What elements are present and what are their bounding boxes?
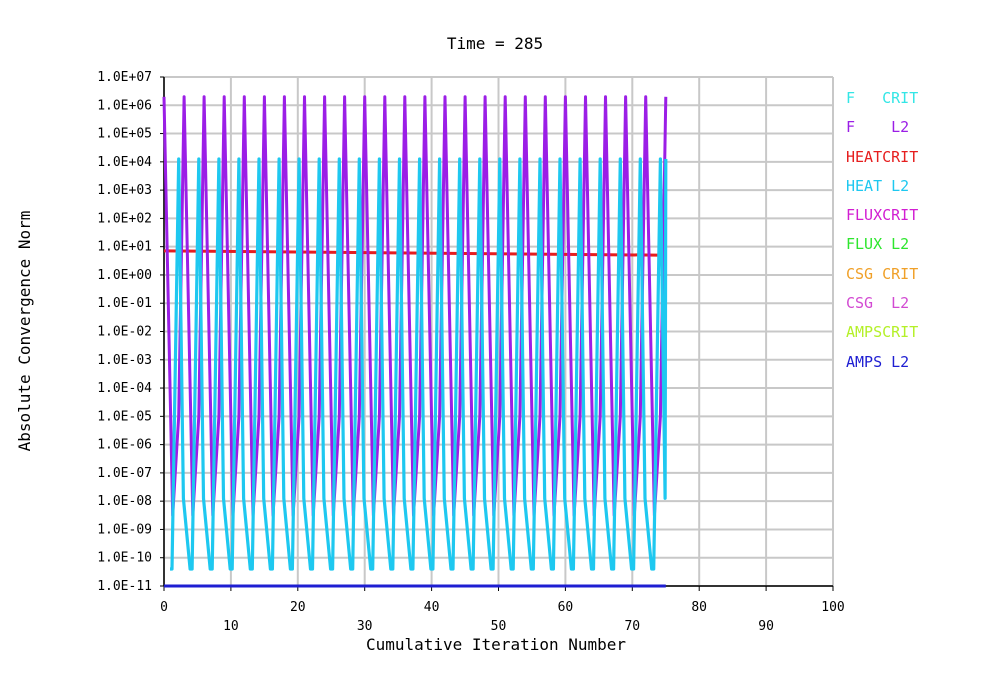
- y-tick-label: 1.0E-07: [97, 466, 152, 481]
- x-axis-label: Cumulative Iteration Number: [366, 635, 626, 654]
- legend-item-flux-l2: FLUX L2: [846, 235, 910, 254]
- x-tick-label: 30: [357, 619, 373, 634]
- y-tick-label: 1.0E+03: [97, 183, 152, 198]
- y-tick-label: 1.0E-01: [97, 296, 152, 311]
- y-tick-label: 1.0E+01: [97, 240, 152, 255]
- y-tick-label: 1.0E-04: [97, 381, 152, 396]
- y-tick-label: 1.0E-09: [97, 522, 152, 537]
- x-tick-label: 50: [491, 619, 507, 634]
- x-tick-label: 40: [424, 600, 440, 615]
- x-tick-label: 70: [624, 619, 640, 634]
- legend-item-csg-l2: CSG L2: [846, 294, 910, 313]
- series-line-heat-l2: [170, 157, 668, 571]
- x-tick-label: 80: [691, 600, 707, 615]
- y-tick-label: 1.0E+07: [97, 70, 152, 85]
- y-tick-label: 1.0E-06: [97, 438, 152, 453]
- legend: F CRIT F L2 HEATCRIT HEAT L2 FLUXCRIT FL…: [846, 88, 976, 381]
- x-tick-label: 100: [821, 600, 844, 615]
- legend-item-csg-crit: CSG CRIT: [846, 264, 919, 283]
- y-tick-label: 1.0E-02: [97, 325, 152, 340]
- y-tick-label: 1.0E-05: [97, 409, 152, 424]
- x-tick-label: 20: [290, 600, 306, 615]
- legend-item-ampscrit: AMPSCRIT: [846, 323, 919, 342]
- legend-item-heat-l2: HEAT L2: [846, 176, 910, 195]
- y-tick-label: 1.0E+05: [97, 127, 152, 142]
- y-axis-label: Absolute Convergence Norm: [15, 211, 34, 452]
- x-tick-label: 60: [558, 600, 574, 615]
- y-tick-label: 1.0E+00: [97, 268, 152, 283]
- x-tick-label: 0: [160, 600, 168, 615]
- y-tick-label: 1.0E-11: [97, 579, 152, 594]
- legend-item-fluxcrit: FLUXCRIT: [846, 206, 919, 225]
- legend-item-f-l2: F L2: [846, 118, 910, 137]
- y-tick-label: 1.0E+06: [97, 98, 152, 113]
- legend-item-heatcrit: HEATCRIT: [846, 147, 919, 166]
- y-tick-label: 1.0E-03: [97, 353, 152, 368]
- x-tick-label: 10: [223, 619, 239, 634]
- legend-item-f-crit: F CRIT: [846, 89, 919, 107]
- y-tick-label: 1.0E-08: [97, 494, 152, 509]
- legend-item-amps-l2: AMPS L2: [846, 352, 910, 371]
- x-tick-label: 90: [758, 619, 774, 634]
- chart-title: Time = 285: [447, 34, 543, 53]
- y-tick-label: 1.0E+04: [97, 155, 152, 170]
- y-tick-label: 1.0E+02: [97, 211, 152, 226]
- y-tick-label: 1.0E-10: [97, 551, 152, 566]
